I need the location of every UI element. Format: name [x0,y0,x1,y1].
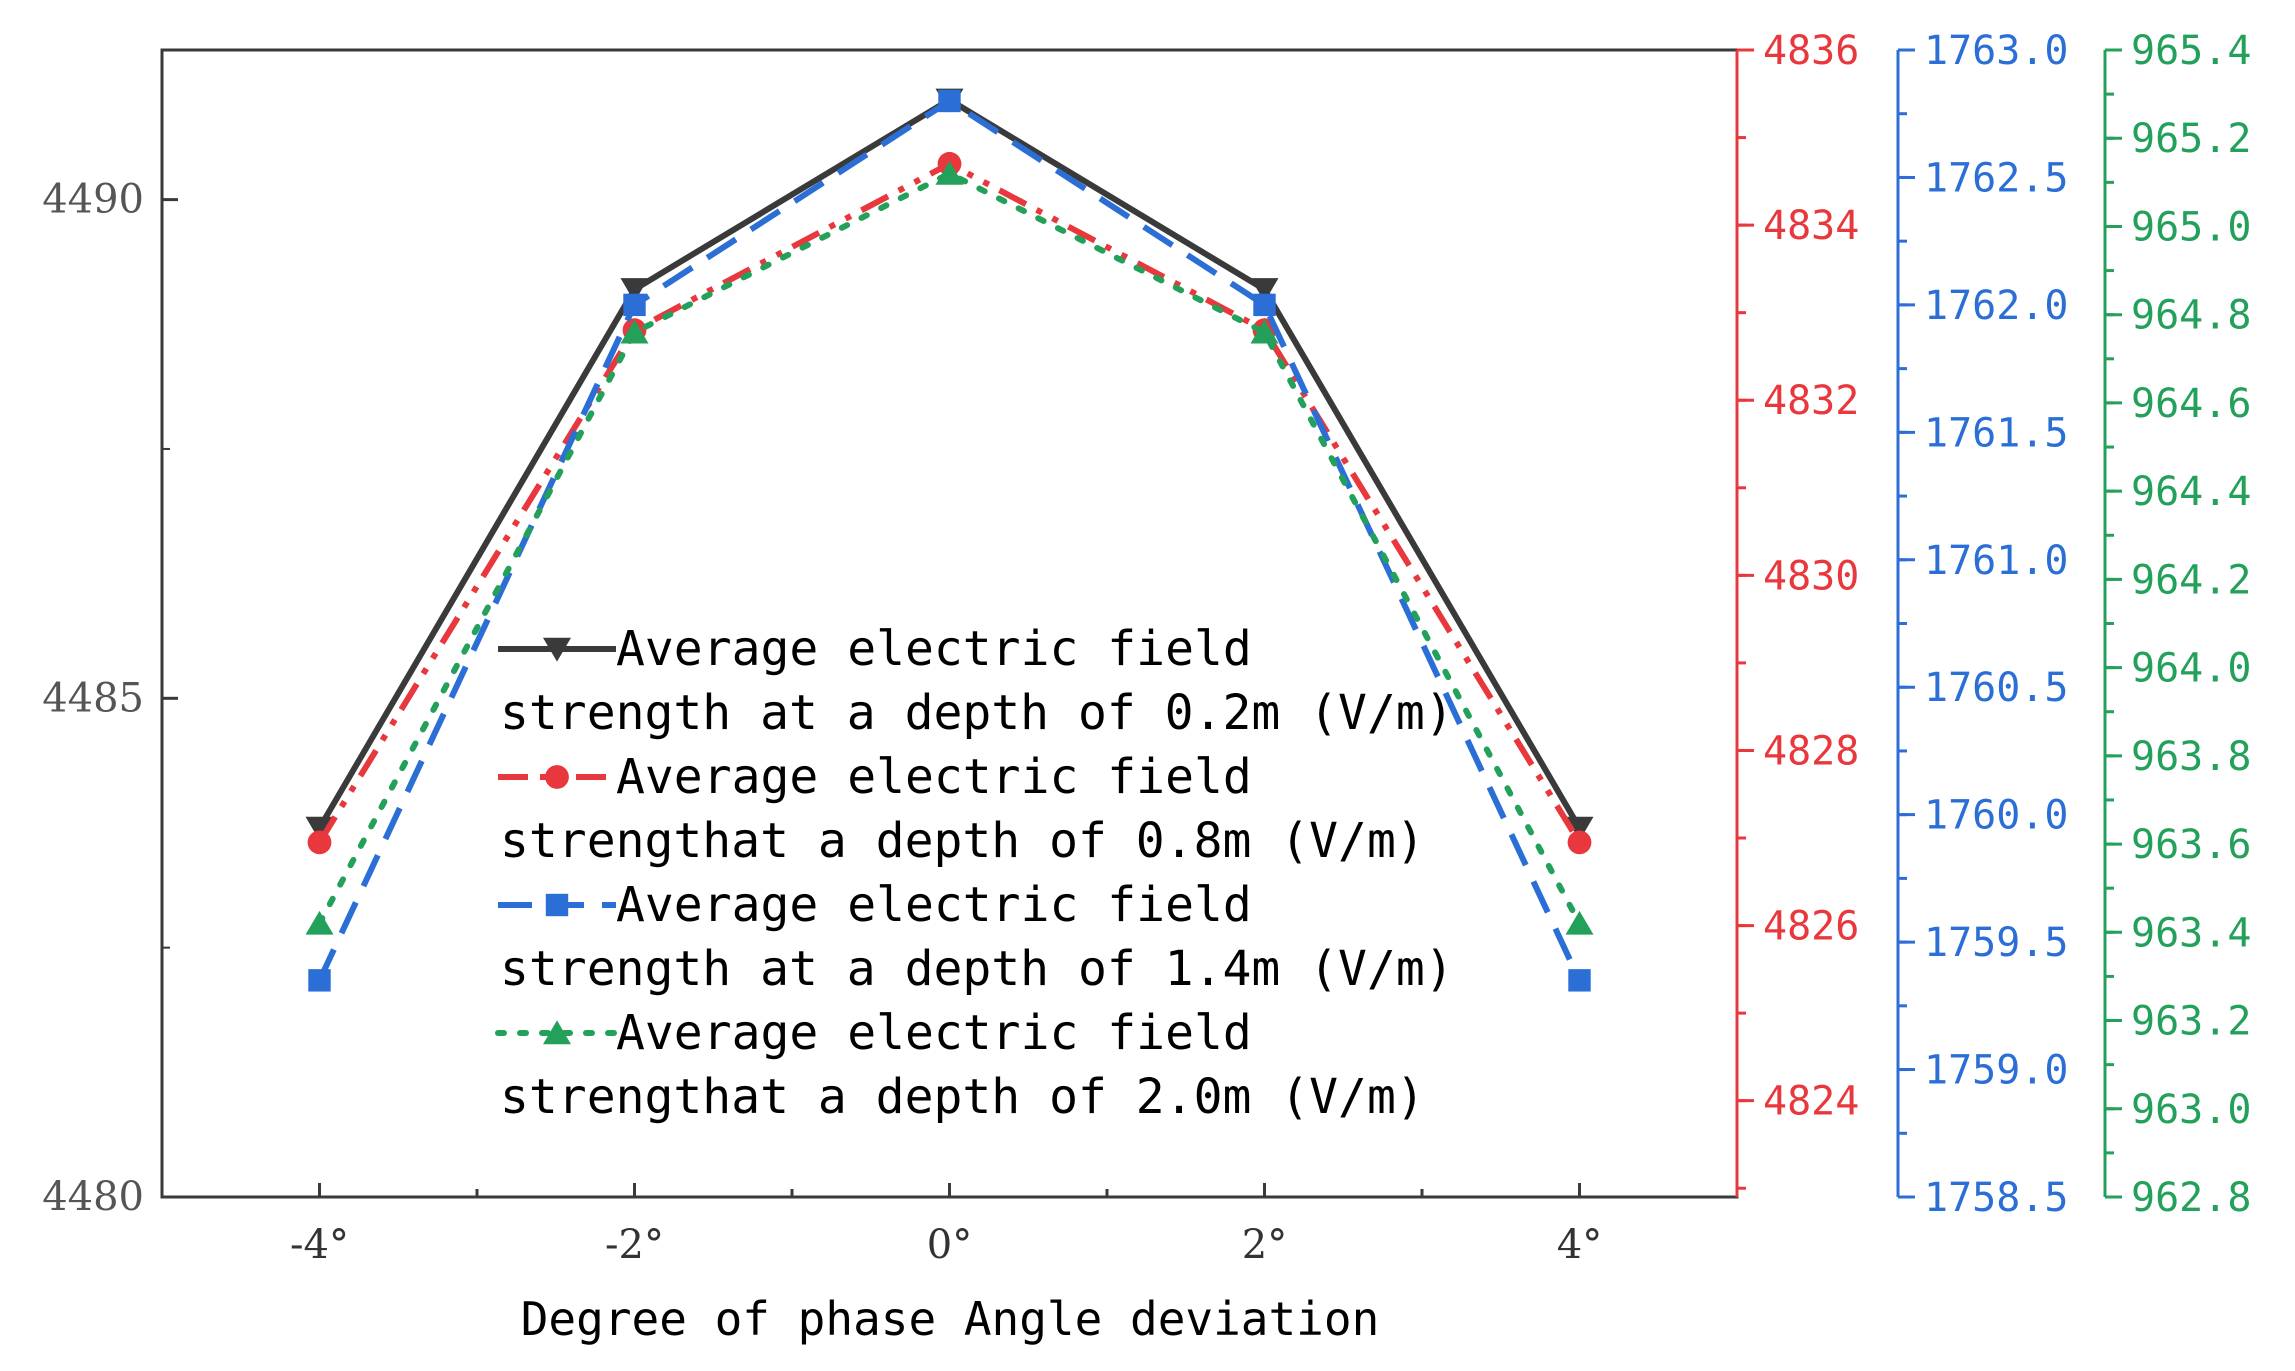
x-tick-label: 4° [1557,1222,1602,1268]
series-2-point [1567,830,1592,855]
x-axis-label: Degree of phase Angle deviation [521,1292,1380,1346]
y2-tick-label: 4836 [1763,28,1859,74]
series-4-point [1250,319,1279,344]
series-1-point [1250,278,1279,302]
y3-tick-label: 1760.5 [1924,665,2069,711]
y4-tick-label: 965.0 [2131,204,2251,250]
y3-tick-label: 1759.5 [1924,920,2069,966]
series-1-point [1565,816,1594,841]
y4-tick-label: 964.6 [2131,381,2251,427]
y4-tick-label: 964.2 [2131,557,2251,603]
y3-tick-label: 1761.5 [1924,410,2069,456]
y4-tick-label: 964.4 [2131,469,2251,515]
series-4-point [1565,910,1594,935]
series-4-point [305,910,334,935]
series-2-point [307,830,332,855]
series-3-point [1253,293,1276,317]
y2-tick-label: 4832 [1763,378,1859,424]
y3-tick-label: 1763.0 [1924,28,2069,74]
y3-tick-label: 1762.5 [1924,155,2069,201]
legend-label-4-line2: strengthat a depth of 2.0m (V/m) [500,1069,1425,1125]
x-tick-label: -4° [290,1222,349,1268]
x-tick-label: -2° [605,1222,664,1268]
y1-tick-label: 4485 [42,675,144,721]
series-4 [305,160,1594,935]
legend-label-3-line2: strength at a depth of 1.4m (V/m) [500,941,1454,997]
x-tick-label: 2° [1242,1222,1287,1268]
series-3-point [308,969,331,992]
y3-tick-label: 1760.0 [1924,793,2069,839]
series-4-line [316,170,1583,927]
legend-label-4-line1: Average electric field [616,1005,1252,1061]
y1-tick-label: 4480 [42,1174,144,1220]
legend-label-1-line1: Average electric field [616,621,1252,677]
y4-tick-label: 963.4 [2131,910,2251,956]
series-layer [305,88,1594,992]
y4-tick-label: 965.4 [2131,28,2251,74]
y2-tick-label: 4830 [1763,553,1859,599]
y4-tick-label: 963.0 [2131,1087,2251,1133]
y3-tick-label: 1761.0 [1924,538,2069,584]
series-3-point [938,89,961,113]
y3-tick-label: 1762.0 [1924,283,2069,329]
axes-layer: -4° -2° 0° 2° 4° 4480 4485 4490 4824 4826 4828 4830… [42,28,2251,1268]
y4-tick-label: 963.2 [2131,999,2251,1045]
y3-tick-label: 1758.5 [1924,1175,2069,1221]
y2-tick-label: 4824 [1763,1079,1859,1125]
y1-tick-label: 4490 [42,177,144,223]
series-3-point [623,293,646,317]
y4-tick-label: 964.0 [2131,646,2251,692]
series-4-point [620,319,649,344]
legend-marker-2 [545,765,569,789]
legend: Average electric field strength at a dept… [495,621,1454,1125]
series-4-point [935,160,964,185]
legend-label-2-line1: Average electric field [616,749,1252,805]
series-3-point [1568,969,1591,992]
y4-tick-label: 965.2 [2131,116,2251,162]
legend-marker-4 [543,1020,571,1045]
x-tick-label: 0° [927,1222,972,1268]
y3-tick-label: 1759.0 [1924,1048,2069,1094]
legend-label-1-line2: strength at a depth of 0.2m (V/m) [500,685,1454,741]
series-1-point [620,278,649,302]
y2-tick-label: 4834 [1763,203,1859,249]
legend-marker-1 [543,637,571,662]
y4-tick-label: 963.8 [2131,734,2251,780]
legend-marker-3 [545,893,569,917]
y4-tick-label: 964.8 [2131,293,2251,339]
y4-tick-label: 963.6 [2131,822,2251,868]
y2-tick-label: 4826 [1763,904,1859,950]
legend-label-3-line1: Average electric field [616,877,1252,933]
series-1-point [305,816,334,841]
y2-tick-label: 4828 [1763,728,1859,774]
legend-label-2-line2: strengthat a depth of 0.8m (V/m) [500,813,1425,869]
y4-tick-label: 962.8 [2131,1175,2251,1221]
